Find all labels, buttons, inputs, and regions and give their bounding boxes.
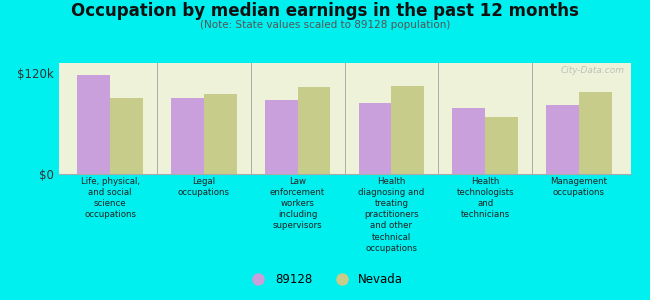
Bar bbox=[579, 92, 612, 174]
Bar bbox=[110, 98, 143, 174]
Bar bbox=[265, 100, 298, 174]
Legend: 89128, Nevada: 89128, Nevada bbox=[242, 269, 408, 291]
Bar bbox=[204, 94, 237, 174]
Bar bbox=[171, 98, 204, 174]
Text: Life, physical,
and social
science
occupations: Life, physical, and social science occup… bbox=[81, 177, 140, 219]
Text: Occupation by median earnings in the past 12 months: Occupation by median earnings in the pas… bbox=[71, 2, 579, 20]
Text: Health
diagnosing and
treating
practitioners
and other
technical
occupations: Health diagnosing and treating practitio… bbox=[358, 177, 424, 253]
Bar bbox=[298, 87, 330, 174]
Bar bbox=[452, 108, 485, 174]
Text: Management
occupations: Management occupations bbox=[551, 177, 608, 197]
Text: (Note: State values scaled to 89128 population): (Note: State values scaled to 89128 popu… bbox=[200, 20, 450, 29]
Text: Health
technologists
and
technicians: Health technologists and technicians bbox=[456, 177, 514, 219]
Bar bbox=[485, 117, 518, 174]
Bar bbox=[77, 75, 110, 174]
Text: City-Data.com: City-Data.com bbox=[561, 66, 625, 75]
Bar bbox=[359, 103, 391, 174]
Text: Law
enforcement
workers
including
supervisors: Law enforcement workers including superv… bbox=[270, 177, 325, 230]
Text: Legal
occupations: Legal occupations bbox=[178, 177, 230, 197]
Bar bbox=[391, 86, 424, 174]
Bar bbox=[546, 105, 579, 174]
